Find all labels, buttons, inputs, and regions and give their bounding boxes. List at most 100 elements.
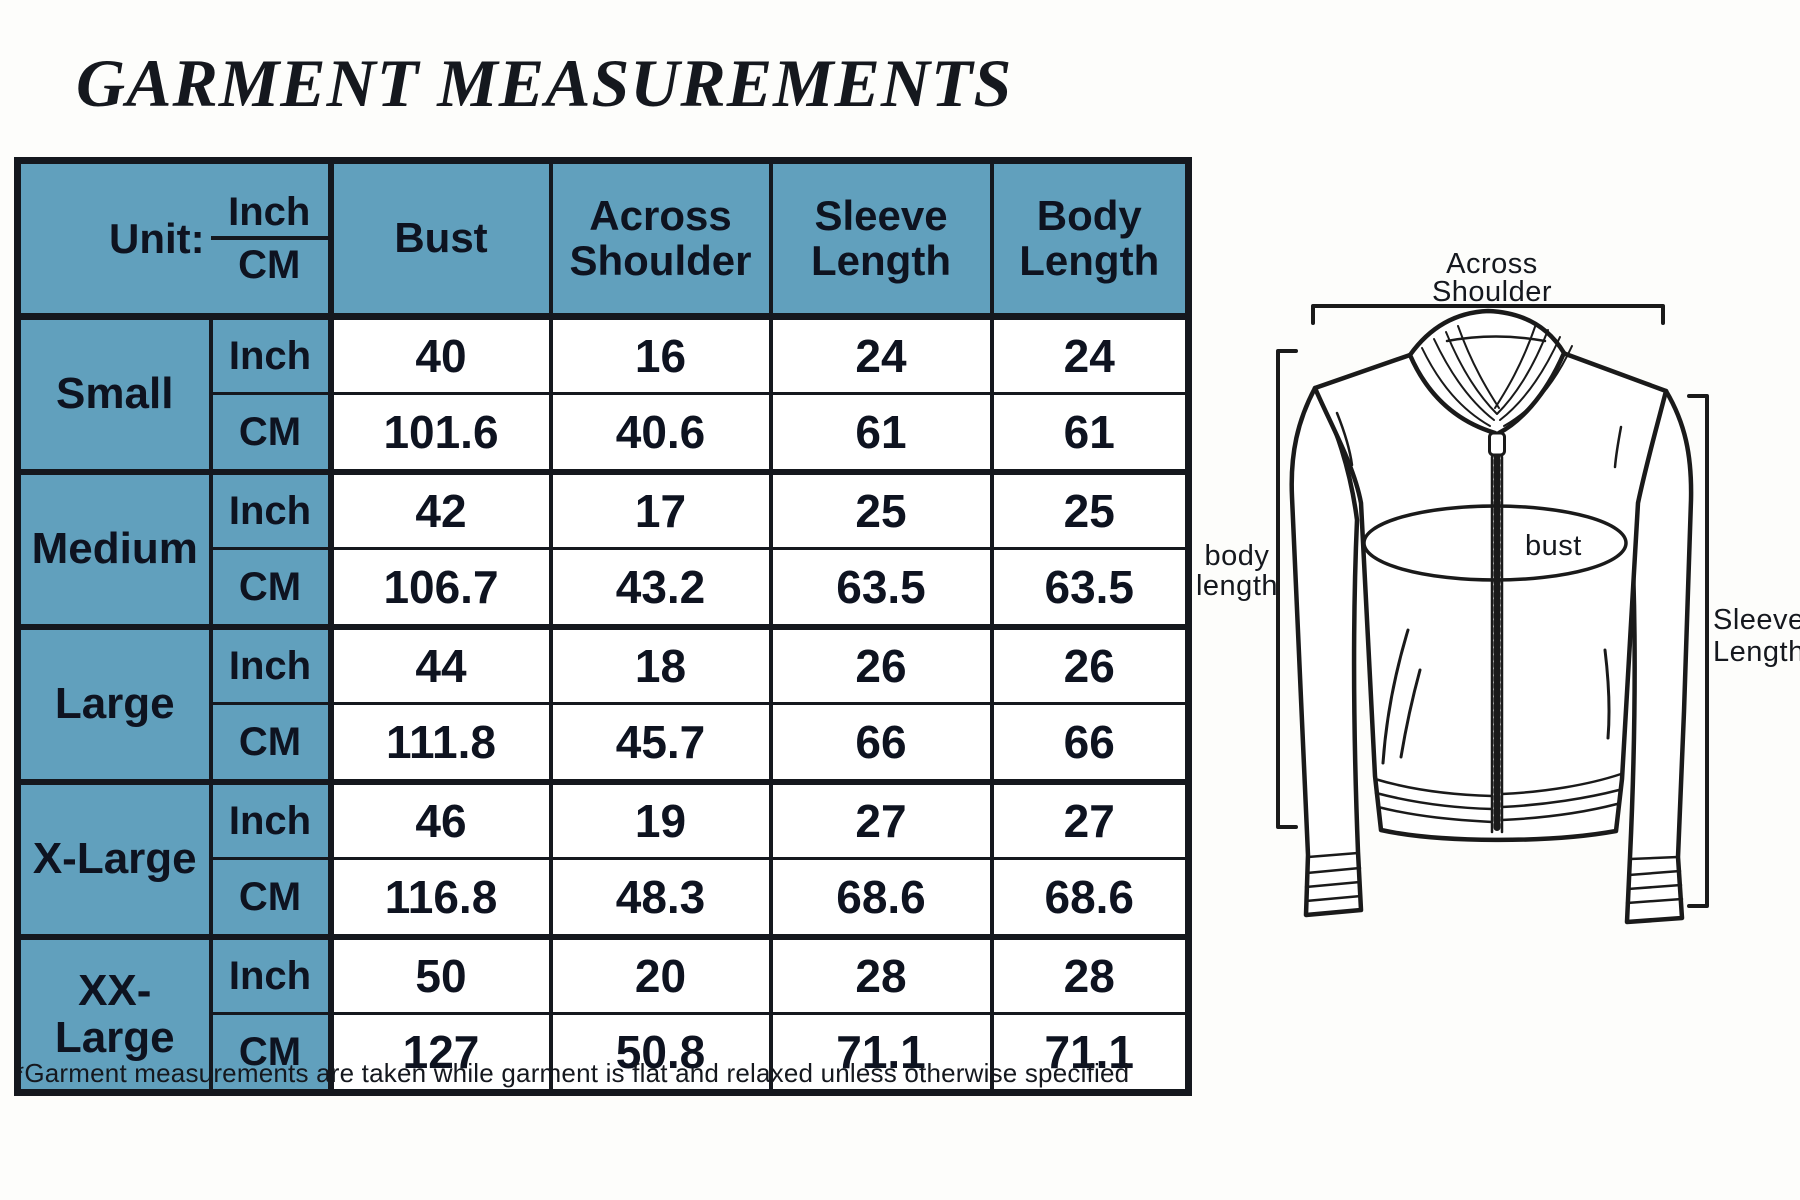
table-row: CM 106.7 43.2 63.5 63.5 bbox=[18, 547, 1189, 627]
table-row: CM 111.8 45.7 66 66 bbox=[18, 702, 1189, 782]
measurement-cell: 43.2 bbox=[548, 547, 771, 627]
zipper-slider bbox=[1488, 431, 1506, 457]
collar-back-neck-line bbox=[1445, 335, 1547, 343]
measurement-cell: 66 bbox=[989, 702, 1189, 782]
measurement-cell: 26 bbox=[989, 624, 1189, 704]
size-cell: Large bbox=[17, 624, 213, 782]
measurement-cell: 111.8 bbox=[327, 702, 551, 782]
unit-cm-label: CM bbox=[238, 243, 301, 287]
measurement-cell: 24 bbox=[768, 316, 992, 394]
measurement-cell: 44 bbox=[327, 624, 551, 704]
unit-header-cell: Unit: Inch CM bbox=[17, 160, 331, 320]
unit-cell-cm: CM bbox=[210, 702, 334, 782]
unit-cell-cm: CM bbox=[210, 547, 334, 627]
measurement-cell: 16 bbox=[548, 316, 771, 394]
waistband-ribbing bbox=[1373, 772, 1623, 824]
column-header-across-shoulder: Across Shoulder bbox=[548, 160, 771, 320]
footnote: *Garment measurements are taken while ga… bbox=[14, 1058, 1130, 1088]
unit-cell-inch: Inch bbox=[210, 779, 334, 859]
measurement-cell: 116.8 bbox=[327, 857, 551, 937]
body-outline bbox=[1312, 341, 1669, 843]
measurement-cell: 127 bbox=[327, 1012, 551, 1093]
unit-cell-cm: CM bbox=[210, 392, 334, 472]
measurement-cell: 40.6 bbox=[548, 392, 771, 472]
measurement-cell: 66 bbox=[768, 702, 992, 782]
measurement-cell: 25 bbox=[768, 469, 992, 549]
measurement-cell: 25 bbox=[989, 469, 1189, 549]
table-header-row: Unit: Inch CM Bust Across Shoulder Sleev… bbox=[17, 160, 1189, 320]
table-row: CM 116.8 48.3 68.6 68.6 bbox=[18, 857, 1189, 937]
bust-measure-ellipse bbox=[1362, 504, 1628, 582]
measurement-cell: 28 bbox=[989, 934, 1189, 1014]
measurement-cell: 61 bbox=[989, 392, 1189, 472]
measurement-cell: 61 bbox=[768, 392, 992, 472]
measurement-cell: 17 bbox=[548, 469, 771, 549]
column-header-body-length: Body Length bbox=[989, 160, 1189, 320]
measurement-cell: 48.3 bbox=[548, 857, 771, 937]
body-length-label-line1: body bbox=[1205, 540, 1270, 572]
size-cell: Small bbox=[17, 316, 213, 472]
bust-label: bust bbox=[1525, 530, 1582, 562]
unit-cell-inch: Inch bbox=[210, 316, 334, 394]
measurement-cell: 20 bbox=[548, 934, 771, 1014]
across-shoulder-label-line2: Shoulder bbox=[1432, 276, 1552, 308]
table-row: CM 127 50.8 71.1 71.1 bbox=[18, 1012, 1189, 1093]
column-header-sleeve-length: Sleeve Length bbox=[768, 160, 992, 320]
measurement-cell: 50 bbox=[327, 934, 551, 1014]
table-row: Small Inch 40 16 24 24 bbox=[17, 316, 1189, 472]
size-cell: Medium bbox=[17, 469, 213, 627]
unit-cell-inch: Inch bbox=[210, 624, 334, 704]
measurement-cell: 68.6 bbox=[989, 857, 1189, 937]
left-cuff-ribbing bbox=[1304, 851, 1363, 903]
column-header-bust: Bust bbox=[327, 160, 551, 320]
unit-fraction: Inch CM bbox=[211, 164, 328, 310]
sleeve-length-label-line1: Sleeve bbox=[1713, 604, 1800, 636]
measurement-cell: 46 bbox=[327, 779, 551, 859]
sleeve-length-bracket bbox=[1687, 394, 1709, 908]
measurement-cell: 45.7 bbox=[548, 702, 771, 782]
unit-cell-inch: Inch bbox=[210, 469, 334, 549]
measurement-cell: 71.1 bbox=[989, 1012, 1189, 1093]
jacket-sleeves bbox=[1289, 385, 1694, 925]
size-cell: XX-Large bbox=[17, 934, 213, 1093]
pocket-curves bbox=[1381, 628, 1611, 765]
measurement-cell: 26 bbox=[768, 624, 992, 704]
measurement-cell: 71.1 bbox=[768, 1012, 992, 1093]
measurement-cell: 19 bbox=[548, 779, 771, 859]
measurement-cell: 68.6 bbox=[768, 857, 992, 937]
measurement-cell: 106.7 bbox=[327, 547, 551, 627]
table-row: XX-Large Inch 50 20 28 28 bbox=[17, 934, 1189, 1093]
unit-cell-cm: CM bbox=[210, 1012, 334, 1093]
body-length-label-line2: length bbox=[1196, 570, 1278, 602]
size-cell: X-Large bbox=[17, 779, 213, 937]
shoulder-seam-creases bbox=[1335, 411, 1623, 469]
measurement-cell: 27 bbox=[989, 779, 1189, 859]
across-shoulder-bracket bbox=[1311, 304, 1665, 325]
measurement-cell: 18 bbox=[548, 624, 771, 704]
jacket-body bbox=[1312, 341, 1669, 843]
measurement-cell: 63.5 bbox=[989, 547, 1189, 627]
across-shoulder-label-line1: Across bbox=[1446, 248, 1538, 280]
measurement-cell: 101.6 bbox=[327, 392, 551, 472]
unit-cell-cm: CM bbox=[210, 857, 334, 937]
table-row: Medium Inch 42 17 25 25 bbox=[17, 469, 1189, 627]
measurement-table: Unit: Inch CM Bust Across Shoulder Sleev… bbox=[14, 157, 1192, 1096]
table-row: X-Large Inch 46 19 27 27 bbox=[17, 779, 1189, 937]
collar-ribbing bbox=[1421, 323, 1573, 427]
zipper bbox=[1488, 431, 1506, 834]
zipper-tape-lines bbox=[1490, 455, 1504, 834]
jacket-collar bbox=[1407, 308, 1573, 436]
measurement-cell: 40 bbox=[327, 316, 551, 394]
unit-label: Unit: bbox=[109, 214, 205, 262]
measurement-cell: 50.8 bbox=[548, 1012, 771, 1093]
measurement-cell: 42 bbox=[327, 469, 551, 549]
measurement-cell: 24 bbox=[989, 316, 1189, 394]
measurement-cell: 28 bbox=[768, 934, 992, 1014]
body-length-bracket bbox=[1276, 349, 1298, 829]
measurement-cell: 27 bbox=[768, 779, 992, 859]
unit-cell-inch: Inch bbox=[210, 934, 334, 1014]
left-sleeve bbox=[1289, 385, 1364, 918]
right-cuff-ribbing bbox=[1625, 855, 1684, 905]
jacket-measurement-diagram: bust Across Shoulder body length Sleeve … bbox=[1100, 205, 1800, 975]
